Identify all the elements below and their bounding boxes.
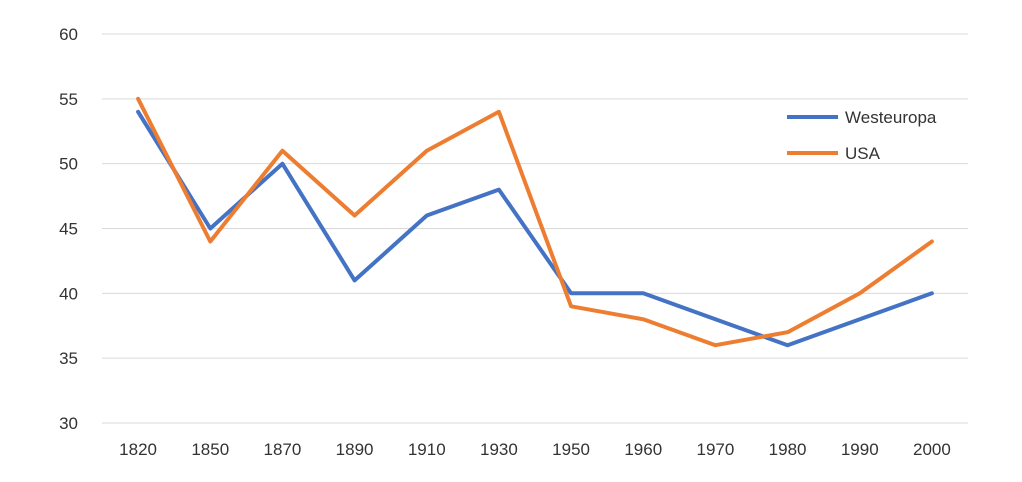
x-tick-label: 1960 [624,440,662,459]
y-tick-label: 60 [59,25,78,44]
x-tick-label: 1850 [191,440,229,459]
x-tick-label: 1870 [264,440,302,459]
x-tick-label: 2000 [913,440,951,459]
y-tick-label: 30 [59,414,78,433]
legend: Westeuropa USA [787,108,937,163]
legend-label-westeuropa: Westeuropa [845,108,937,127]
x-tick-label: 1930 [480,440,518,459]
y-tick-label: 45 [59,220,78,239]
x-tick-label: 1910 [408,440,446,459]
y-axis: 30 35 40 45 50 55 60 [59,25,78,433]
legend-label-usa: USA [845,144,881,163]
y-tick-label: 35 [59,349,78,368]
gridlines [102,33,968,424]
series-lines [136,96,934,348]
x-tick-label: 1990 [841,440,879,459]
series-line-westeuropa [136,109,934,348]
series-line-usa [136,96,934,348]
x-tick-label: 1950 [552,440,590,459]
y-tick-label: 40 [59,284,78,303]
y-tick-label: 55 [59,90,78,109]
x-tick-label: 1970 [697,440,735,459]
x-tick-label: 1820 [119,440,157,459]
x-axis: 1820 1850 1870 1890 1910 1930 1950 1960 1970 1980… [119,440,951,459]
x-tick-label: 1980 [769,440,807,459]
x-tick-label: 1890 [336,440,374,459]
y-tick-label: 50 [59,155,78,174]
